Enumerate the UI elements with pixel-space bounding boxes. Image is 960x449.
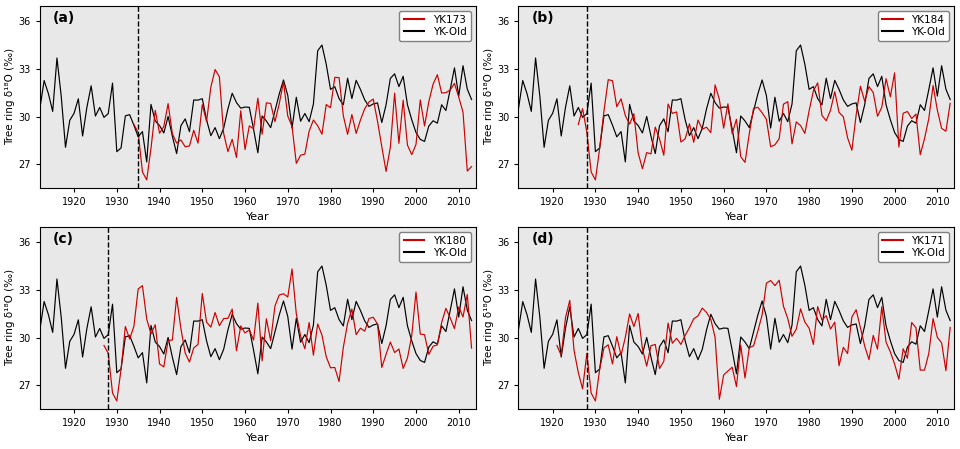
- Legend: YK173, YK-Old: YK173, YK-Old: [399, 11, 470, 41]
- Y-axis label: Tree ring δ¹⁸O (‰): Tree ring δ¹⁸O (‰): [484, 269, 494, 366]
- Legend: YK184, YK-Old: YK184, YK-Old: [878, 11, 949, 41]
- X-axis label: Year: Year: [246, 433, 270, 444]
- Legend: YK171, YK-Old: YK171, YK-Old: [878, 232, 949, 262]
- Y-axis label: Tree ring δ¹⁸O (‰): Tree ring δ¹⁸O (‰): [484, 48, 494, 145]
- Y-axis label: Tree ring δ¹⁸O (‰): Tree ring δ¹⁸O (‰): [6, 48, 15, 145]
- Text: (b): (b): [532, 11, 554, 25]
- Text: (a): (a): [53, 11, 75, 25]
- X-axis label: Year: Year: [246, 212, 270, 222]
- Y-axis label: Tree ring δ¹⁸O (‰): Tree ring δ¹⁸O (‰): [6, 269, 15, 366]
- Text: (d): (d): [532, 232, 554, 246]
- Legend: YK180, YK-Old: YK180, YK-Old: [399, 232, 470, 262]
- X-axis label: Year: Year: [725, 212, 748, 222]
- Text: (c): (c): [53, 232, 74, 246]
- X-axis label: Year: Year: [725, 433, 748, 444]
